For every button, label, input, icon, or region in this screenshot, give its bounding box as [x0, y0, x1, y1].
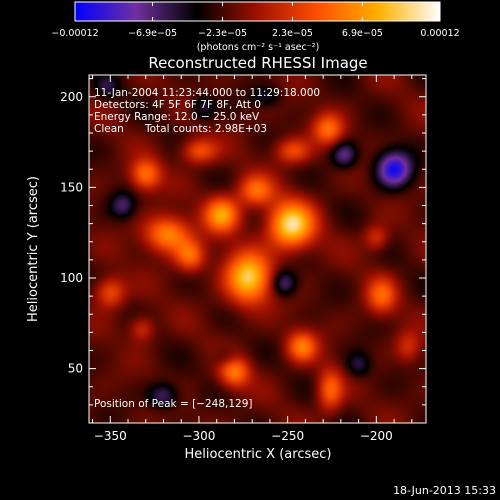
x-axis-ticks: −350 −300 −250 −200 [92, 75, 413, 443]
colorbar-tick-label: 6.9e−05 [342, 28, 383, 39]
colorbar-tick-label: −2.3e−05 [198, 28, 247, 39]
annotation-time-range: 11-Jan-2004 11:23:44.000 to 11:29:18.000 [94, 87, 320, 99]
colorbar: −0.00012 −6.9e−05 −2.3e−05 2.3e−05 6.9e−05 0.… [51, 1, 460, 53]
y-tick-label: 50 [68, 362, 83, 376]
y-tick-label: 200 [60, 90, 83, 104]
heatmap-image [89, 75, 426, 423]
colorbar-tick-label: 0.00012 [420, 28, 459, 39]
plot-title: Reconstructed RHESSI Image [148, 54, 367, 72]
y-tick-label: 100 [60, 271, 83, 285]
colorbar-tick-label: −6.9e−05 [128, 28, 177, 39]
y-axis-ticks: 50 100 150 200 [60, 78, 426, 424]
y-axis-label: Heliocentric Y (arcsec) [26, 176, 41, 322]
x-tick-label: −350 [94, 429, 127, 443]
plot-frame [88, 74, 427, 424]
annotation-energy-range: Energy Range: 12.0 − 25.0 keV [94, 111, 260, 123]
annotation-detectors: Detectors: 4F 5F 6F 7F 8F, Att 0 [94, 99, 261, 111]
annotation-method: Clean [94, 123, 124, 135]
annotation-block: 11-Jan-2004 11:23:44.000 to 11:29:18.000… [94, 87, 320, 135]
y-tick-label: 150 [60, 180, 83, 194]
annotation-peak-position: Position of Peak = [−248,129] [94, 398, 253, 410]
colorbar-gradient [74, 1, 441, 22]
annotation-total-counts: Total counts: 2.98E+03 [144, 123, 267, 135]
colorbar-tick-label: −0.00012 [51, 28, 98, 39]
colorbar-ticks: −0.00012 −6.9e−05 −2.3e−05 2.3e−05 6.9e−05 0.… [51, 2, 460, 39]
colorbar-tick-label: 2.3e−05 [272, 28, 313, 39]
x-tick-label: −250 [271, 429, 304, 443]
colorbar-unit-label: (photons cm⁻² s⁻¹ asec⁻²) [197, 42, 320, 53]
heatmap-area [88, 74, 427, 424]
footer-timestamp: 18-Jun-2013 15:33 [393, 484, 496, 497]
x-tick-label: −300 [182, 429, 215, 443]
x-axis-label: Heliocentric X (arcsec) [185, 447, 332, 462]
x-tick-label: −200 [360, 429, 393, 443]
